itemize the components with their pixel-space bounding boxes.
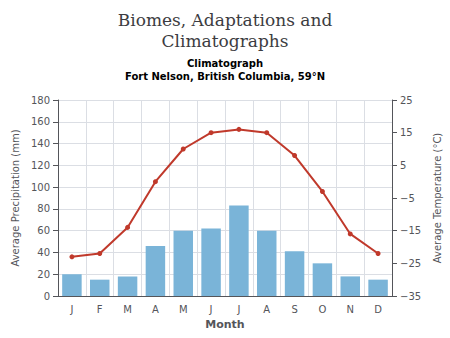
svg-text:Month: Month — [205, 318, 244, 331]
svg-text:15: 15 — [400, 127, 413, 138]
svg-text:S: S — [291, 304, 297, 315]
svg-text:100: 100 — [31, 182, 50, 193]
svg-text:40: 40 — [37, 247, 50, 258]
svg-text:F: F — [97, 304, 103, 315]
svg-text:Biomes, Adaptations and: Biomes, Adaptations and — [118, 10, 333, 30]
svg-text:A: A — [263, 304, 270, 315]
svg-text:Climatograph: Climatograph — [187, 58, 263, 69]
svg-text:5: 5 — [400, 160, 406, 171]
svg-text:80: 80 — [37, 203, 50, 214]
svg-text:160: 160 — [31, 116, 50, 127]
svg-text:Climatographs: Climatographs — [162, 31, 289, 51]
svg-text:Fort Nelson, British Columbia,: Fort Nelson, British Columbia, 59°N — [125, 71, 325, 82]
svg-text:O: O — [318, 304, 326, 315]
svg-text:J: J — [209, 304, 213, 315]
svg-text:J: J — [69, 304, 73, 315]
svg-text:M: M — [179, 304, 188, 315]
svg-text:−25: −25 — [400, 258, 421, 269]
svg-text:Average Precipitation (mm): Average Precipitation (mm) — [10, 129, 21, 266]
svg-text:Average Temperature (°C): Average Temperature (°C) — [432, 133, 443, 264]
svg-text:140: 140 — [31, 138, 50, 149]
svg-text:−15: −15 — [400, 225, 421, 236]
svg-text:J: J — [236, 304, 240, 315]
svg-text:M: M — [123, 304, 132, 315]
svg-text:−35: −35 — [400, 291, 421, 302]
svg-text:0: 0 — [44, 291, 50, 302]
svg-text:60: 60 — [37, 225, 50, 236]
svg-text:N: N — [347, 304, 354, 315]
svg-text:25: 25 — [400, 95, 413, 106]
svg-text:−5: −5 — [400, 193, 415, 204]
svg-text:20: 20 — [37, 269, 50, 280]
svg-text:D: D — [374, 304, 382, 315]
svg-text:180: 180 — [31, 95, 50, 106]
svg-text:120: 120 — [31, 160, 50, 171]
svg-text:A: A — [152, 304, 159, 315]
